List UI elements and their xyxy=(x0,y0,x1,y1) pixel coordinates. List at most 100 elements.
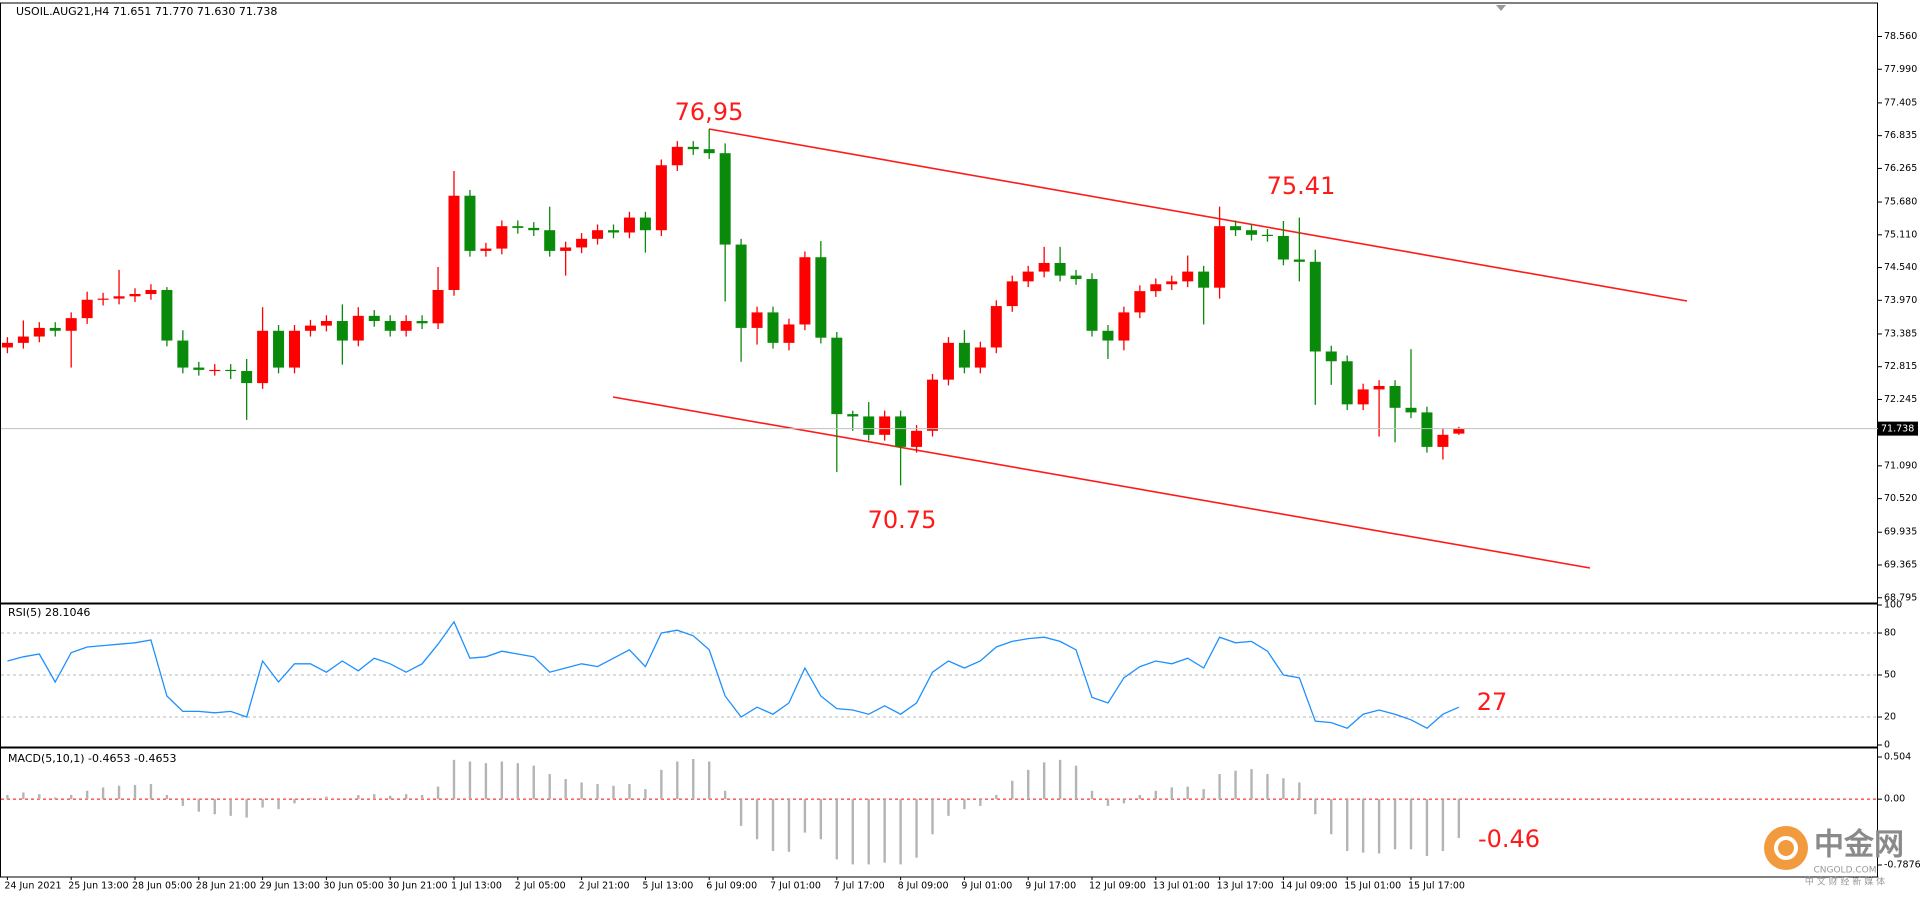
candle-body xyxy=(671,146,683,166)
y-tick-label: 78.560 xyxy=(1884,31,1917,42)
candle-body xyxy=(448,195,460,290)
candle-body xyxy=(942,342,954,380)
candle-body xyxy=(177,340,189,368)
x-tick-label: 9 Jul 01:00 xyxy=(961,881,1012,892)
candle-body xyxy=(512,226,524,228)
watermark-logo-mark xyxy=(1774,836,1798,860)
candle-body xyxy=(1166,281,1178,285)
watermark-tagline: 中 文 财 经 新 媒 体 xyxy=(1805,876,1885,888)
candle-body xyxy=(1198,271,1210,288)
candle-body xyxy=(927,379,938,431)
candle-body xyxy=(1293,259,1305,262)
candle-body xyxy=(1246,230,1257,235)
candle-body xyxy=(815,257,827,338)
y-tick-label: 72.815 xyxy=(1884,361,1917,372)
candle-body xyxy=(767,312,779,343)
candle-body xyxy=(17,336,29,343)
candle-body xyxy=(974,347,986,368)
x-tick-label: 28 Jun 21:00 xyxy=(196,881,256,892)
candle-body xyxy=(400,321,412,331)
x-tick-label: 15 Jul 01:00 xyxy=(1344,881,1401,892)
candle-body xyxy=(1086,279,1098,331)
x-tick-label: 29 Jun 13:00 xyxy=(260,881,320,892)
y-tick-label: 69.365 xyxy=(1884,560,1917,571)
candle-body xyxy=(528,227,540,231)
candle-body xyxy=(1373,385,1385,390)
candle-body xyxy=(496,226,508,249)
y-tick-label: 72.245 xyxy=(1884,394,1917,405)
candle-body xyxy=(831,337,843,415)
candle-body xyxy=(990,306,1002,348)
candle-body xyxy=(655,165,667,231)
watermark: 中金网 CNGOLD.COM 中 文 财 经 新 媒 体 xyxy=(1764,826,1904,888)
candle-body xyxy=(209,369,221,372)
candle-body xyxy=(352,315,364,341)
candle-body xyxy=(1022,271,1034,282)
annotation: -0.46 xyxy=(1478,825,1540,853)
candle-body xyxy=(129,294,141,297)
candle-body xyxy=(464,195,476,251)
x-tick-label: 2 Jul 05:00 xyxy=(515,881,566,892)
candle-body xyxy=(97,298,109,300)
candle-body xyxy=(623,217,635,233)
candle-body xyxy=(799,257,811,325)
y-tick-label: 77.990 xyxy=(1884,64,1917,75)
y-tick-label: 74.540 xyxy=(1884,262,1917,273)
candle-body xyxy=(1102,330,1114,341)
candle-body xyxy=(1389,385,1401,408)
watermark-logo xyxy=(1764,826,1808,870)
channel-lower xyxy=(612,396,1591,569)
y-tick-label: 75.110 xyxy=(1884,229,1917,240)
panel-title: RSI(5) 28.1046 xyxy=(8,606,90,619)
candle-body xyxy=(847,414,859,417)
y-tick-label: 20 xyxy=(1884,712,1896,723)
candle-body xyxy=(257,330,269,384)
candle-body xyxy=(368,315,380,322)
candle-body xyxy=(544,230,556,251)
annotation: 75.41 xyxy=(1267,172,1336,200)
candle-body xyxy=(608,230,619,233)
candle-body xyxy=(1341,361,1353,405)
x-tick-label: 25 Jun 13:00 xyxy=(68,881,128,892)
y-tick-label: 68.795 xyxy=(1884,592,1917,603)
x-tick-label: 14 Jul 09:00 xyxy=(1280,881,1337,892)
panel-title: MACD(5,10,1) -0.4653 -0.4653 xyxy=(8,752,176,765)
y-tick-label: 100 xyxy=(1884,600,1902,611)
candle-body xyxy=(304,325,316,331)
candle-body xyxy=(33,327,45,337)
x-tick-label: 15 Jul 17:00 xyxy=(1408,881,1465,892)
y-tick-label: 0.00 xyxy=(1884,794,1905,805)
candle-body xyxy=(273,330,285,368)
candle-body xyxy=(911,430,923,447)
candle-body xyxy=(735,244,747,328)
candle-body xyxy=(1182,271,1194,282)
candle-body xyxy=(1437,434,1449,447)
x-tick-label: 1 Jul 13:00 xyxy=(451,881,502,892)
x-tick-label: 9 Jul 17:00 xyxy=(1025,881,1076,892)
macd-panel xyxy=(0,747,1878,878)
candle-body xyxy=(703,149,715,154)
x-tick-label: 7 Jul 17:00 xyxy=(834,881,885,892)
annotation: 70.75 xyxy=(868,506,937,534)
y-tick-label: 0.504 xyxy=(1884,752,1911,763)
y-tick-label: 80 xyxy=(1884,628,1896,639)
candle-body xyxy=(1277,235,1289,260)
candle-body xyxy=(65,318,77,331)
y-tick-label: 77.405 xyxy=(1884,97,1917,108)
candle-body xyxy=(161,289,173,341)
candle-body xyxy=(1325,351,1337,362)
candle-body xyxy=(193,367,205,370)
candle-body xyxy=(1405,407,1417,413)
rsi-panel xyxy=(0,603,1878,748)
watermark-logo-text: 中金网 xyxy=(1814,828,1904,863)
x-tick-label: 13 Jul 01:00 xyxy=(1153,881,1210,892)
y-tick-label: 73.970 xyxy=(1884,295,1917,306)
candle-body xyxy=(895,416,907,447)
y-tick-label: 73.385 xyxy=(1884,328,1917,339)
rsi-line xyxy=(7,620,1460,729)
candle-body xyxy=(687,146,699,150)
panel-title: USOIL.AUG21,H4 71.651 71.770 71.630 71.7… xyxy=(16,5,277,18)
